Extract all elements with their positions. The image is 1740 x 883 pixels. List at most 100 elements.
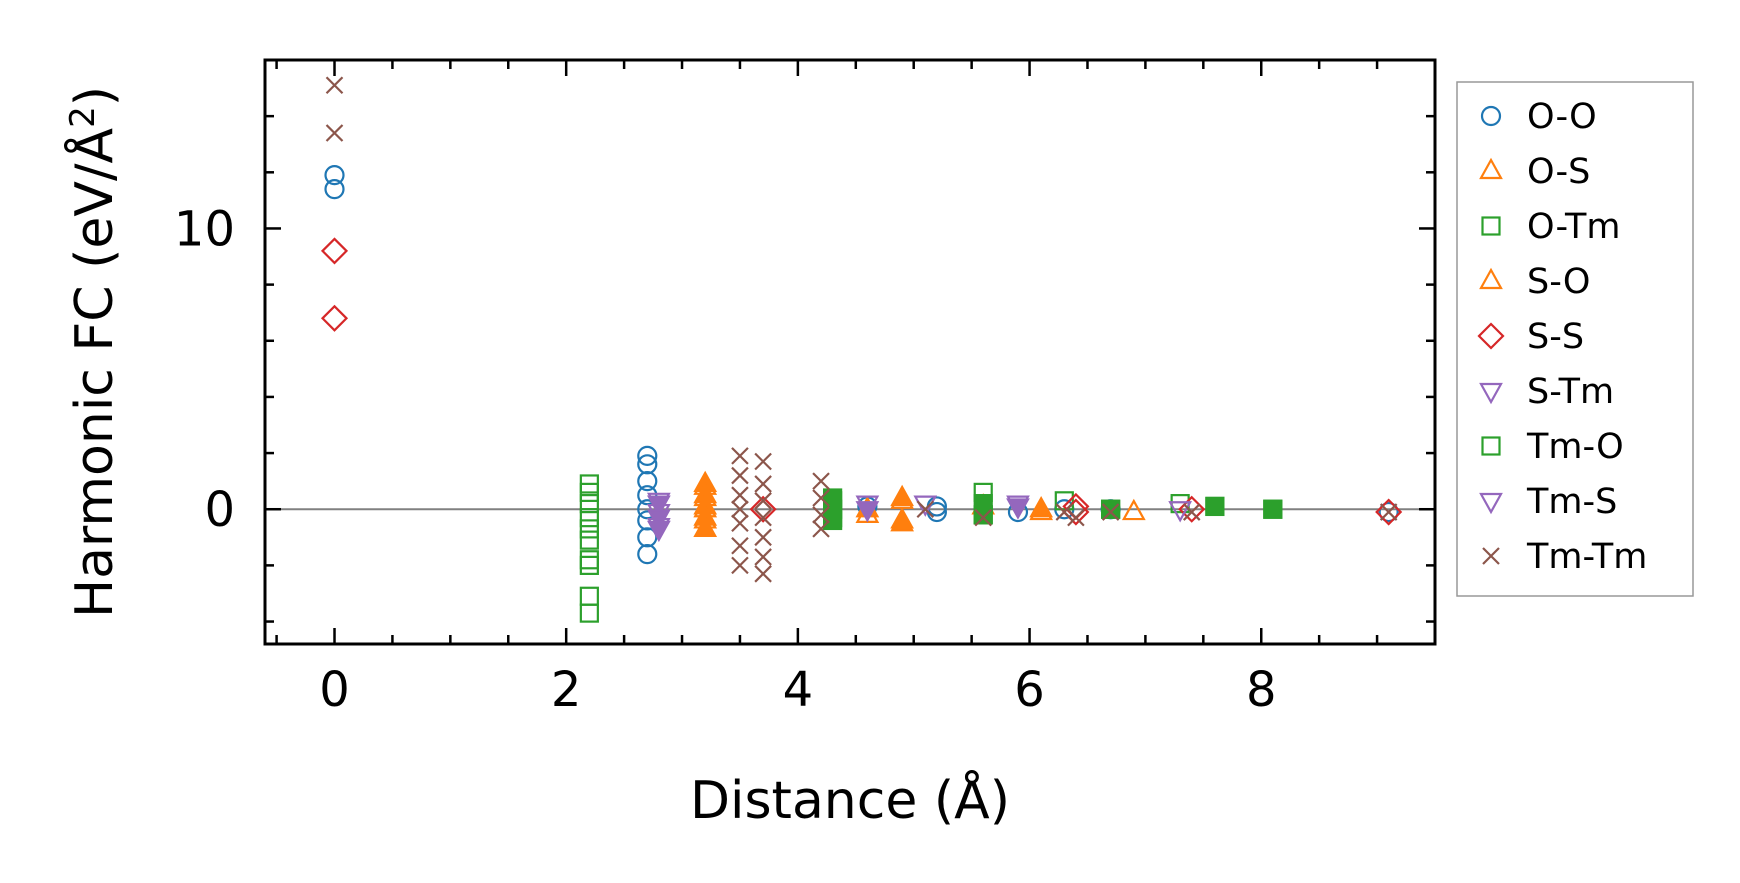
data-point [916,500,935,519]
data-point [731,556,749,575]
y-tick-label: 10 [174,201,235,257]
y-axis-label-superscript: 2 [63,106,103,128]
axis-tick-labels: 0 2 4 6 8 0 10 [174,201,1277,718]
series-tm-o [823,488,1283,531]
legend-label: O-O [1527,97,1597,137]
data-point [320,304,349,332]
data-point [1006,498,1030,520]
data-point [890,510,914,532]
data-point [579,494,599,514]
legend-label: Tm-O [1526,427,1624,467]
data-point [693,515,718,537]
legend-item: Tm-Tm [1482,537,1647,577]
legend-marker [1480,105,1502,127]
y-axis-label-main: Harmonic FC (eV/Å [63,127,125,618]
data-point [579,550,599,570]
data-point [579,555,599,575]
x-tick-label: 6 [1014,662,1045,718]
data-point [731,536,749,555]
legend-label: S-S [1527,317,1584,357]
data-point [754,492,772,510]
data-point [646,495,671,517]
data-point [1055,503,1074,521]
data-point [1375,498,1403,526]
data-point [637,454,658,475]
data-point [812,520,830,538]
y-tick-label: 0 [204,482,235,538]
legend-marker [1481,436,1501,456]
data-point [812,506,830,524]
legend-item: O-O [1480,97,1597,137]
legend: O-O O-S O-Tm S-O S-S S-Tm Tm-O Tm-S Tm-Tm [1456,81,1694,597]
data-point [579,508,599,528]
data-point [731,514,749,533]
data-point [754,508,772,527]
data-point [749,495,777,523]
data-point [324,179,345,200]
data-point [890,484,914,507]
x-tick-label: 4 [783,662,814,718]
data-point [823,510,843,531]
data-point [812,489,830,507]
data-point [579,519,599,539]
data-point [637,471,658,492]
data-point [754,528,772,547]
legend-label: S-Tm [1527,372,1614,412]
data-point [325,76,344,95]
data-point [1054,491,1074,511]
data-point [855,501,880,523]
legend-item: Tm-S [1479,482,1617,522]
x-axis-label: Distance (Å) [690,769,1010,831]
legend-item: Tm-O [1481,427,1624,467]
legend-item: S-S [1477,317,1584,357]
legend-marker [1481,216,1501,236]
legend-label: Tm-Tm [1526,537,1647,577]
data-point [974,508,992,527]
y-axis-label-close: ) [65,86,125,106]
data-point [1029,495,1054,518]
data-point [1168,501,1193,523]
data-point [646,520,671,543]
series-s-s [320,237,1403,526]
plot-area-frame [263,58,1437,646]
y-axis-label: Harmonic FC (eV/Å2) [63,86,125,618]
data-point [579,603,599,623]
legend-marker [1479,382,1503,405]
legend-item: S-O [1479,262,1590,302]
data-point [754,565,772,583]
legend-label: S-O [1527,262,1590,302]
data-point [579,530,599,550]
data-point [324,165,345,186]
data-point [1101,499,1121,519]
legend-marker [1477,322,1505,350]
data-point [1182,503,1201,521]
data-point [754,475,772,493]
data-point [646,509,671,531]
data-point [579,586,599,606]
legend-item: S-Tm [1479,372,1614,412]
legend-marker [1482,547,1500,565]
data-point [754,452,772,471]
data-point [579,482,599,502]
data-point [731,486,749,504]
series-tm-s [646,495,1030,543]
data-point [754,548,772,566]
data-point [731,466,749,485]
data-point [637,445,658,466]
axis-ticks [265,58,1437,644]
x-tick-label: 0 [319,662,350,718]
legend-marker [1479,492,1503,515]
legend-label: O-Tm [1527,207,1620,247]
legend-item: O-S [1479,152,1590,192]
data-points [265,76,1435,623]
x-tick-label: 8 [1246,662,1277,718]
data-point [325,124,344,142]
legend-label: Tm-S [1526,482,1617,522]
legend-label: O-S [1527,152,1590,192]
data-point [637,544,658,565]
data-point [1101,503,1120,521]
legend-marker [1479,157,1503,180]
legend-marker [1479,267,1503,290]
data-point [812,472,830,490]
